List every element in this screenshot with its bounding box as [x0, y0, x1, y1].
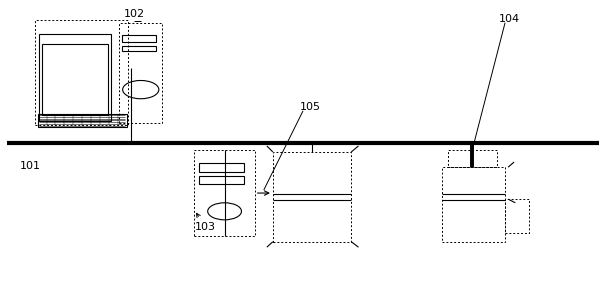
Bar: [119, 23, 162, 123]
Bar: [448, 150, 498, 167]
Bar: [195, 150, 255, 236]
Bar: [273, 152, 351, 242]
Bar: [122, 46, 156, 51]
Bar: [42, 44, 107, 115]
Text: 105: 105: [300, 102, 321, 112]
Text: 101: 101: [19, 161, 41, 171]
Text: 104: 104: [499, 14, 520, 24]
Text: 103: 103: [195, 213, 216, 231]
Bar: [39, 34, 111, 121]
Bar: [199, 176, 244, 184]
Bar: [122, 35, 156, 41]
Bar: [442, 167, 505, 242]
Bar: [199, 163, 244, 172]
Bar: [35, 20, 128, 125]
Bar: [505, 199, 529, 233]
Bar: [38, 114, 127, 127]
Text: 102: 102: [124, 9, 145, 19]
